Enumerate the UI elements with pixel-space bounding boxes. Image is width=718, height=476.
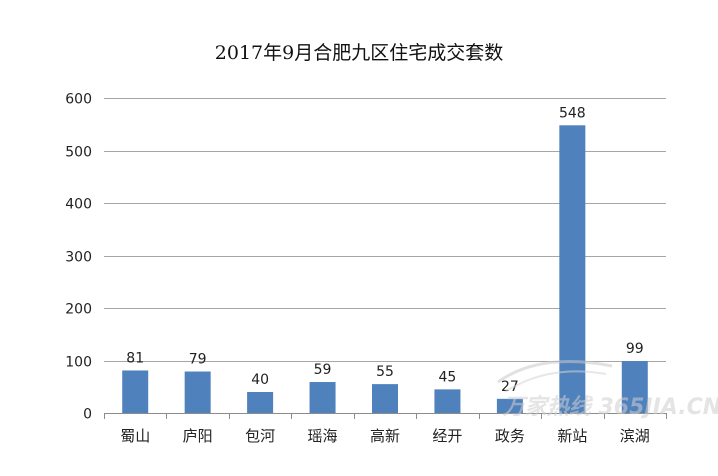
x-tick-label: 经开 bbox=[432, 427, 462, 445]
y-tick-label: 500 bbox=[65, 145, 92, 161]
bars bbox=[122, 125, 648, 414]
bar bbox=[434, 389, 461, 413]
bar bbox=[247, 392, 274, 413]
data-label: 99 bbox=[626, 341, 644, 357]
data-label: 27 bbox=[501, 379, 519, 395]
data-label: 548 bbox=[559, 105, 586, 121]
y-tick-label: 600 bbox=[65, 92, 92, 108]
bar bbox=[496, 398, 523, 413]
data-label: 59 bbox=[314, 362, 332, 378]
bar bbox=[372, 384, 398, 413]
x-tick-label: 瑶海 bbox=[308, 427, 338, 445]
data-label: 79 bbox=[189, 352, 207, 368]
y-tick-label: 0 bbox=[83, 407, 92, 423]
data-labels: 81 79 40 59 55 45 27 548 99 bbox=[126, 105, 643, 395]
x-tick-label: 新站 bbox=[557, 427, 587, 445]
x-tick-label: 滨湖 bbox=[620, 427, 650, 445]
data-label: 40 bbox=[251, 372, 269, 388]
bar bbox=[621, 361, 648, 413]
y-tick-label: 200 bbox=[65, 302, 92, 318]
x-tick-label: 庐阳 bbox=[183, 427, 213, 445]
bar bbox=[309, 382, 336, 413]
x-tick-label: 包河 bbox=[245, 427, 275, 445]
watermark-text: 万家热线 365JIA.CN bbox=[502, 394, 718, 420]
data-label: 55 bbox=[376, 364, 394, 380]
y-tick-label: 400 bbox=[65, 197, 92, 213]
bar bbox=[184, 371, 211, 413]
data-label: 81 bbox=[126, 350, 144, 366]
x-tick-label: 蜀山 bbox=[120, 427, 150, 445]
bar bbox=[122, 370, 149, 413]
x-tick-label: 政务 bbox=[495, 427, 525, 445]
chart-title: 2017年9月合肥九区住宅成交套数 bbox=[214, 42, 504, 64]
watermark: 万家热线 365JIA.CN bbox=[497, 360, 718, 420]
y-tick-label: 100 bbox=[65, 355, 92, 371]
bar bbox=[559, 125, 586, 414]
y-axis-ticks: 0 100 200 300 400 500 600 bbox=[65, 92, 92, 423]
x-tick-label: 高新 bbox=[370, 427, 400, 445]
x-axis-ticks: 蜀山 庐阳 包河 瑶海 高新 经开 政务 新站 滨湖 bbox=[104, 413, 667, 445]
data-label: 45 bbox=[439, 369, 457, 385]
y-tick-label: 300 bbox=[65, 250, 92, 266]
